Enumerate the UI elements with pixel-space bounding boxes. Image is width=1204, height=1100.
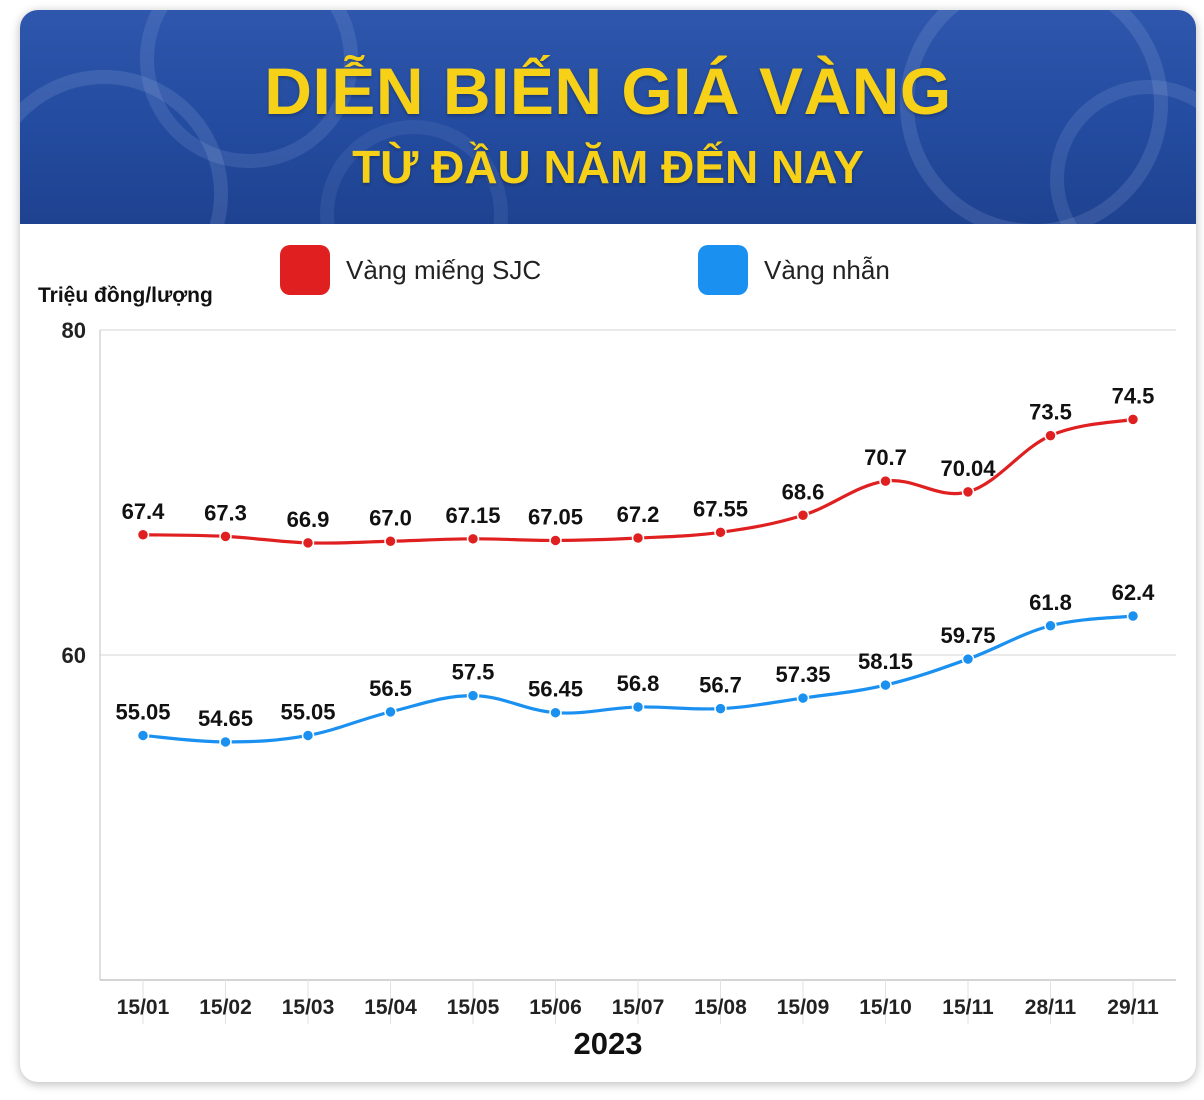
data-point-ring	[631, 700, 645, 714]
chart-subtitle: TỪ ĐẦU NĂM ĐẾN NAY	[352, 141, 864, 193]
x-tick-label: 15/06	[529, 996, 582, 1019]
line-chart: 60 80 15/01 15/02 15/03 15/04 15/05 15/06 15/07 1…	[62, 318, 1176, 1024]
data-point-sjc	[1044, 429, 1057, 442]
data-point-sjc	[796, 509, 810, 522]
legend-swatch-ring	[698, 245, 748, 295]
y-tick-label: 60	[62, 643, 86, 668]
data-point-ring	[714, 702, 727, 715]
data-point-sjc	[961, 485, 975, 499]
x-tick-label: 15/10	[859, 996, 912, 1019]
data-point-ring	[879, 678, 892, 692]
x-tick-label: 15/03	[282, 996, 335, 1019]
data-point-sjc	[631, 531, 645, 545]
legend-swatch-sjc	[280, 245, 330, 295]
legend-label-sjc: Vàng miếng SJC	[346, 254, 542, 285]
data-label-ring: 57.5	[452, 660, 495, 685]
data-label-sjc: 67.55	[693, 496, 748, 521]
data-point-sjc	[1126, 413, 1140, 426]
data-point-sjc	[549, 534, 562, 547]
data-label-sjc: 70.04	[940, 456, 996, 481]
chart-title: DIỄN BIẾN GIÁ VÀNG	[264, 54, 952, 128]
x-tick-label: 15/05	[447, 996, 500, 1019]
data-label-sjc: 67.0	[369, 505, 412, 530]
x-tick-label: 15/02	[199, 996, 252, 1019]
x-tick-label: 28/11	[1025, 996, 1077, 1019]
data-point-ring	[1126, 609, 1140, 623]
x-tick-label: 15/04	[364, 996, 417, 1019]
data-label-ring: 62.4	[1112, 580, 1156, 605]
data-label-ring: 56.5	[369, 676, 412, 701]
data-point-sjc	[714, 526, 727, 539]
data-point-ring	[796, 691, 810, 705]
data-label-ring: 55.05	[280, 699, 335, 724]
data-point-sjc	[136, 528, 150, 541]
data-label-ring: 56.7	[699, 673, 742, 698]
data-label-sjc: 73.5	[1029, 400, 1072, 425]
chart-card: DIỄN BIẾN GIÁ VÀNG TỪ ĐẦU NĂM ĐẾN NAY Và…	[20, 10, 1196, 1082]
data-point-sjc	[219, 530, 232, 543]
data-label-sjc: 66.9	[287, 507, 330, 532]
data-point-ring	[301, 729, 315, 742]
x-tick-label: 15/11	[942, 996, 994, 1019]
x-tick-label: 15/08	[694, 996, 747, 1019]
data-label-ring: 61.8	[1029, 590, 1072, 615]
data-label-ring: 57.35	[775, 662, 830, 687]
data-point-ring	[384, 705, 397, 719]
data-label-sjc: 67.2	[617, 502, 660, 527]
data-point-sjc	[466, 532, 480, 546]
data-point-ring	[466, 689, 480, 702]
data-label-sjc: 67.05	[528, 504, 583, 529]
legend-item-sjc: Vàng miếng SJC	[280, 245, 541, 295]
data-label-ring: 54.65	[198, 706, 253, 731]
data-label-ring: 56.8	[617, 671, 660, 696]
data-label-sjc: 70.7	[864, 445, 907, 470]
data-point-sjc	[384, 535, 397, 548]
data-label-ring: 59.75	[940, 623, 995, 648]
data-point-ring	[1044, 619, 1057, 632]
legend-item-ring: Vàng nhẫn	[698, 245, 890, 295]
x-axis-year-label: 2023	[573, 1026, 643, 1061]
data-point-ring	[961, 652, 975, 666]
data-label-sjc: 68.6	[782, 479, 825, 504]
x-tick-label: 15/09	[777, 996, 830, 1019]
data-point-ring	[549, 706, 562, 719]
y-tick-label: 80	[62, 318, 86, 343]
y-axis-unit-label: Triệu đồng/lượng	[38, 284, 213, 307]
data-point-sjc	[301, 536, 315, 550]
x-tick-label: 15/01	[117, 996, 170, 1019]
data-label-sjc: 67.3	[204, 500, 247, 525]
data-label-sjc: 74.5	[1112, 383, 1155, 408]
header-banner: DIỄN BIẾN GIÁ VÀNG TỪ ĐẦU NĂM ĐẾN NAY	[20, 10, 1196, 224]
data-label-sjc: 67.15	[445, 503, 500, 528]
legend-label-ring: Vàng nhẫn	[764, 254, 890, 285]
data-label-ring: 58.15	[858, 649, 913, 674]
x-tick-label: 29/11	[1107, 996, 1159, 1019]
data-point-ring	[136, 729, 150, 742]
data-point-ring	[219, 735, 232, 749]
data-label-ring: 55.05	[115, 699, 170, 724]
data-label-ring: 56.45	[528, 677, 583, 702]
data-point-sjc	[879, 474, 892, 488]
x-tick-label: 15/07	[612, 996, 665, 1019]
data-label-sjc: 67.4	[122, 499, 166, 524]
